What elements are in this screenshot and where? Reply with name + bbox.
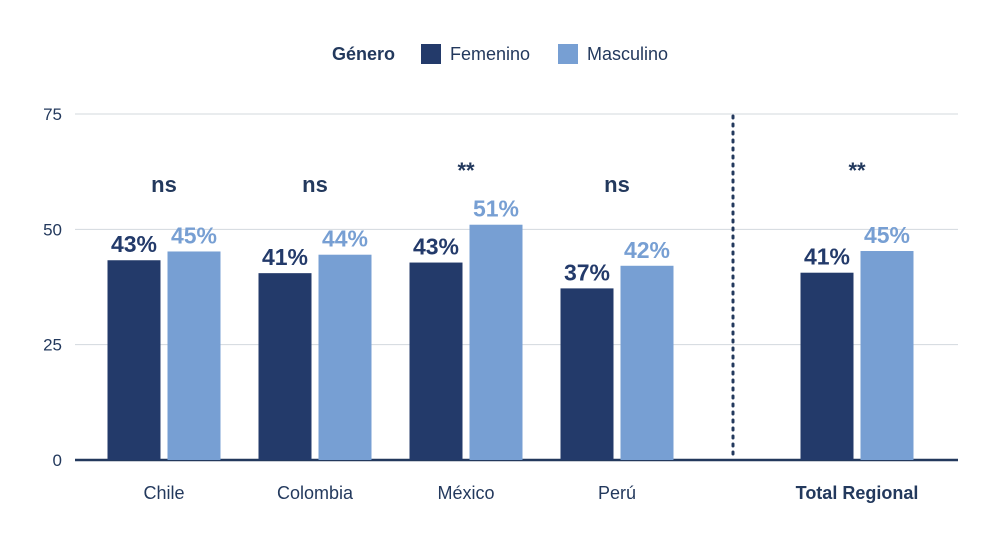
data-label: 45% — [864, 222, 910, 248]
bar-masculino-2 — [469, 224, 523, 460]
y-tick-label: 50 — [43, 220, 62, 239]
data-label: 42% — [624, 237, 670, 263]
x-tick-label: Chile — [143, 483, 184, 503]
bar-femenino-2 — [409, 262, 463, 460]
significance-label: ns — [302, 172, 328, 197]
data-label: 43% — [413, 234, 459, 260]
x-tick-label: Total Regional — [796, 483, 919, 503]
legend-item-femenino: Femenino — [420, 43, 531, 65]
bar-layer — [107, 224, 914, 460]
x-tick-label: Perú — [598, 483, 636, 503]
legend-swatch-femenino — [420, 44, 441, 64]
data-label: 41% — [804, 244, 850, 270]
legend-label-masculino: Masculino — [587, 43, 669, 64]
bar-masculino-3 — [620, 265, 674, 460]
significance-label: ns — [151, 172, 177, 197]
data-label: 51% — [473, 196, 519, 222]
significance-label: ** — [848, 158, 866, 183]
legend-label-femenino: Femenino — [449, 43, 531, 64]
data-label: 44% — [322, 226, 368, 252]
y-tick-label: 25 — [43, 336, 62, 355]
y-tick-label: 75 — [43, 105, 62, 124]
bar-femenino-0 — [107, 260, 161, 460]
bar-masculino-0 — [167, 251, 221, 460]
data-label: 45% — [171, 222, 217, 248]
data-label: 41% — [262, 244, 308, 270]
significance-label: ** — [457, 158, 475, 183]
label-layer: 0 25 50 75 43% 45% Chile ns 41% 44% Colombia ns 43% 5… — [43, 105, 918, 503]
bar-masculino-4 — [860, 251, 914, 460]
y-tick-label: 0 — [53, 451, 62, 470]
bar-femenino-1 — [258, 273, 312, 460]
bar-femenino-3 — [560, 288, 614, 460]
data-label: 43% — [111, 231, 157, 257]
legend-title: Género — [331, 43, 395, 64]
bar-masculino-1 — [318, 254, 372, 460]
legend-swatch-masculino — [558, 44, 579, 64]
legend: Género Femenino Masculino — [0, 40, 1000, 68]
significance-label: ns — [604, 172, 630, 197]
x-tick-label: México — [437, 483, 494, 503]
bar-femenino-4 — [800, 272, 854, 460]
x-tick-label: Colombia — [277, 483, 354, 503]
legend-item-masculino: Masculino — [558, 44, 668, 65]
data-label: 37% — [564, 259, 610, 285]
